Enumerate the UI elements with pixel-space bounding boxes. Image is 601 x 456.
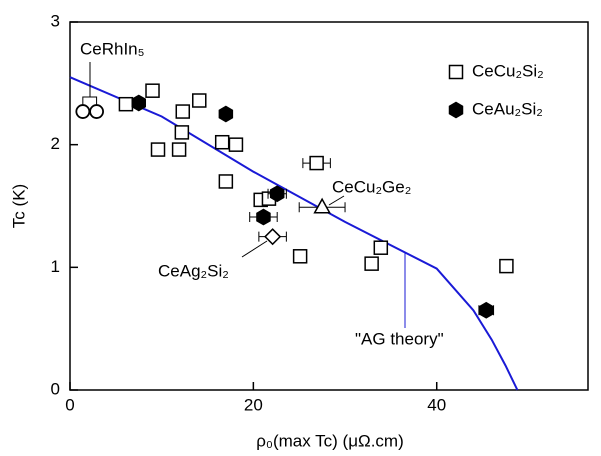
- point: [228, 137, 244, 152]
- curve-label: "AG theory": [355, 329, 444, 348]
- y-tick-label: 0: [51, 379, 60, 398]
- point: [373, 240, 389, 255]
- ag-curve: [69, 76, 519, 391]
- point: [364, 256, 379, 271]
- legend-marker: [448, 101, 464, 119]
- point: [264, 228, 282, 246]
- point: [171, 142, 187, 157]
- annotation: CeCu₂Ge₂: [332, 177, 411, 196]
- point: [313, 197, 331, 214]
- point: [175, 104, 191, 119]
- legend-marker: [448, 64, 464, 80]
- point: [174, 125, 190, 140]
- point: [150, 142, 166, 157]
- y-tick-label: 3: [51, 11, 60, 30]
- y-tick-label: 2: [51, 134, 60, 153]
- x-axis-label: ρ₀(max Tc) (μΩ.cm): [256, 431, 404, 450]
- point: [269, 185, 285, 203]
- point: [499, 258, 514, 274]
- point: [292, 249, 308, 264]
- y-axis-label: Tc (K): [9, 184, 28, 228]
- annotation-leader: [241, 240, 268, 258]
- point: [478, 301, 494, 319]
- point: [214, 134, 230, 150]
- annotation: CeRhIn₅: [80, 39, 145, 58]
- point: [218, 174, 234, 189]
- x-tick-label: 20: [244, 395, 263, 414]
- x-tick-label: 0: [65, 395, 74, 414]
- point: [192, 93, 207, 108]
- point: [118, 96, 134, 112]
- point: [131, 94, 147, 112]
- y-tick-label: 1: [51, 257, 60, 276]
- x-tick-label: 40: [427, 395, 446, 414]
- point: [218, 105, 234, 123]
- point: [309, 155, 324, 171]
- legend-label: CeAu₂Si₂: [472, 99, 543, 118]
- annotation-leader: [82, 62, 98, 105]
- point: [256, 208, 271, 226]
- annotation-leader: [328, 195, 345, 206]
- legend-label: CeCu₂Si₂: [472, 61, 544, 80]
- point: [75, 104, 91, 119]
- point: [89, 104, 104, 119]
- annotation: CeAg₂Si₂: [158, 261, 229, 280]
- point: [145, 83, 160, 98]
- plot-frame: [69, 21, 589, 391]
